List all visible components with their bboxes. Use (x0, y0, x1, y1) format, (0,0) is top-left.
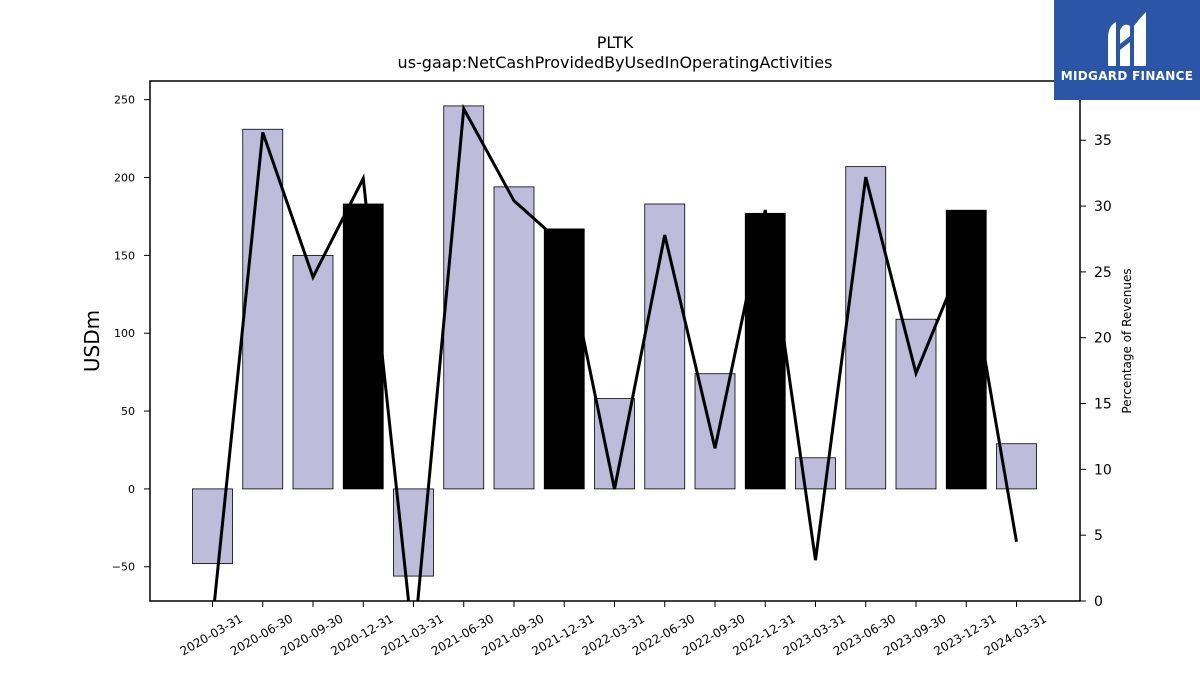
percentage-line (213, 103, 1018, 601)
line-group (213, 103, 1018, 601)
y2-tick-label: 5 (1094, 528, 1103, 544)
logo-text: MIDGARD FINANCE (1060, 69, 1194, 83)
bar-2022-03-31 (594, 398, 635, 490)
y-tick-label: 250 (114, 94, 135, 107)
y2-axis-label: Percentage of Revenues (1120, 268, 1134, 413)
chart-subtitle: us-gaap:NetCashProvidedByUsedInOperating… (398, 53, 833, 72)
x-axis: 2020-03-312020-06-302020-09-302020-12-31… (178, 601, 1049, 658)
bar-2020-09-30 (292, 254, 334, 490)
bar-2023-06-30 (845, 166, 887, 490)
bar-2023-09-30 (895, 318, 937, 490)
plot-frame (149, 80, 1081, 602)
y2-tick-label: 0 (1094, 594, 1103, 610)
y-axis-label: USDm (80, 310, 104, 372)
logo-mark-icon (1108, 12, 1146, 67)
y-tick-label: 100 (114, 327, 135, 340)
y2-tick-label: 30 (1094, 199, 1112, 215)
y2-tick-label: 10 (1094, 462, 1112, 478)
bar-2020-12-31 (342, 203, 384, 490)
left-axis: −50 0 50 100 150 200 250 (112, 94, 150, 574)
bar-2021-09-30 (493, 186, 535, 490)
bar-2022-12-31 (744, 212, 786, 490)
y2-tick-label: 20 (1094, 331, 1112, 347)
y-tick-label: 0 (128, 483, 135, 496)
bar-2021-06-30 (443, 105, 485, 490)
y2-tick-label: 25 (1094, 265, 1112, 281)
bar-2020-06-30 (242, 128, 284, 490)
y2-tick-label: 15 (1094, 397, 1112, 413)
y-tick-label: 50 (121, 405, 135, 418)
chart-title: PLTK (597, 33, 634, 52)
y2-tick-label: 35 (1094, 133, 1112, 149)
y-tick-label: 150 (114, 249, 135, 262)
y-tick-label: −50 (112, 561, 135, 574)
bar-2020-03-31 (192, 488, 233, 565)
bars-group (192, 105, 1037, 577)
bar-2022-06-30 (644, 203, 686, 490)
bar-2024-03-31 (996, 443, 1037, 490)
y-tick-label: 200 (114, 172, 135, 185)
right-axis: 0 5 10 15 20 25 30 35 (1080, 133, 1112, 610)
bar-2021-12-31 (543, 228, 585, 490)
midgard-finance-logo: MIDGARD FINANCE (1054, 0, 1200, 100)
